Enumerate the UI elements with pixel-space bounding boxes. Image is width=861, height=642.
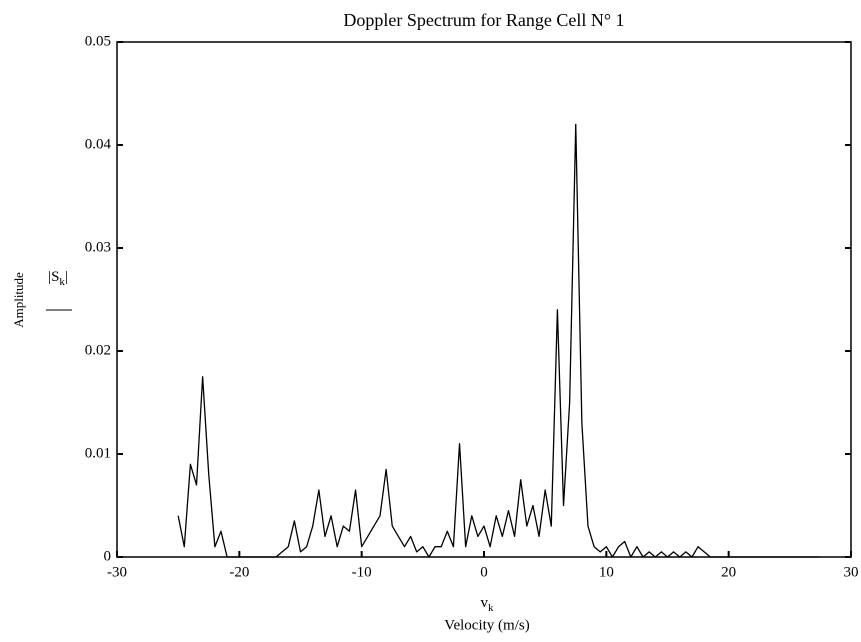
x-subscript: k xyxy=(488,602,494,614)
x-axis-symbol: vk xyxy=(481,595,495,613)
x-tick-label: 10 xyxy=(599,564,614,580)
y-tick-label: 0.01 xyxy=(85,445,111,461)
x-tick-label: 30 xyxy=(844,564,859,580)
y-symbol-end: | xyxy=(65,269,68,285)
x-axis-label: Velocity (m/s) xyxy=(444,617,529,633)
spectrum-line xyxy=(177,123,821,558)
y-subscript: k xyxy=(59,276,65,288)
chart-title: Doppler Spectrum for Range Cell N° 1 xyxy=(343,10,624,30)
y-tick-label: 0.04 xyxy=(85,136,112,152)
y-axis-symbol: |Sk| xyxy=(48,269,68,287)
plot-frame xyxy=(116,41,852,558)
y-symbol: |S xyxy=(48,269,59,285)
y-tick-label: 0.02 xyxy=(85,342,111,358)
x-symbol: v xyxy=(481,595,489,611)
x-tick-label: -30 xyxy=(107,564,127,580)
x-tick-label: -10 xyxy=(352,564,372,580)
x-tick-label: 20 xyxy=(721,564,736,580)
x-tick-label: -20 xyxy=(229,564,249,580)
x-tick-label: 0 xyxy=(480,564,488,580)
y-tick-label: 0.03 xyxy=(85,239,111,255)
y-tick-label: 0 xyxy=(104,548,112,564)
y-axis-label: Amplitude xyxy=(11,272,26,328)
y-tick-label: 0.05 xyxy=(85,33,111,49)
